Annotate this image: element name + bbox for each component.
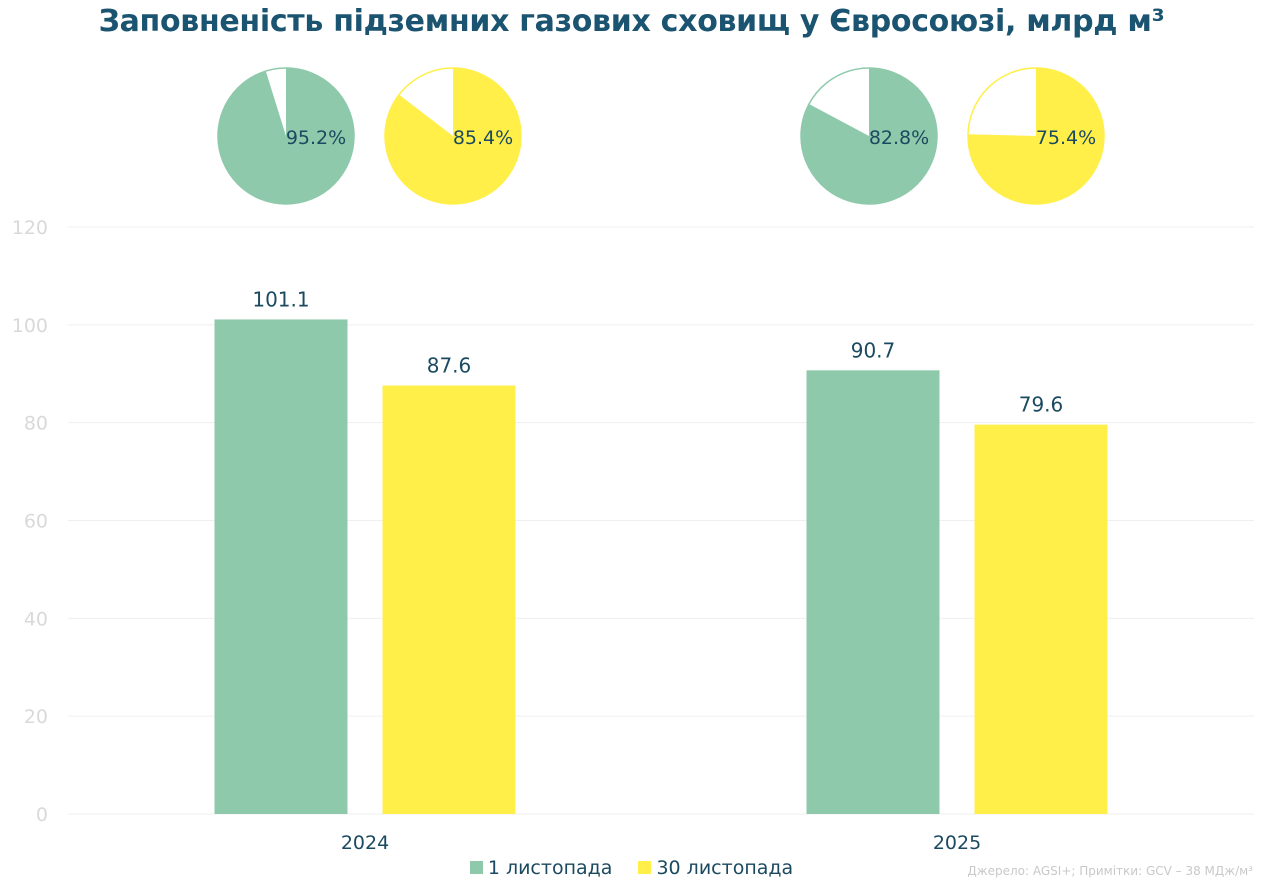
bar-2024-series-1: [214, 319, 348, 814]
pie-charts: [217, 67, 1105, 205]
legend-swatch-series-2: [638, 861, 652, 874]
x-tick-label-2025: 2025: [933, 832, 981, 854]
pie-slice-2024-series-2: [385, 68, 522, 204]
bar-2025-series-1: [806, 370, 940, 814]
y-tick-label-60: 60: [24, 511, 48, 533]
y-tick-label-80: 80: [24, 413, 48, 435]
pie-2025-series-1: [800, 67, 938, 205]
pie-slice-2025-series-2: [967, 68, 1104, 204]
bar-value-label-2025-series-1: 90.7: [851, 338, 896, 362]
legend-label-series-2: 30 листопада: [656, 857, 794, 879]
pie-value-label-2024-series-1: 95.2%: [286, 127, 346, 149]
bar-2024-series-2: [382, 385, 516, 814]
legend: 1 листопада 30 листопада: [0, 857, 1263, 879]
bar-value-label-2025-series-2: 79.6: [1019, 393, 1064, 417]
chart-title: Заповненість підземних газових сховищ у …: [98, 4, 1165, 39]
source-note: Джерело: AGSI+; Примітки: GCV – 38 МДж/м…: [967, 864, 1253, 878]
bar-2025-series-2: [974, 424, 1108, 814]
legend-item-series-1: 1 листопада: [469, 857, 613, 879]
legend-swatch-series-1: [469, 861, 483, 874]
pie-value-label-2025-series-1: 82.8%: [869, 127, 929, 149]
pie-value-label-2024-series-2: 85.4%: [453, 127, 513, 149]
y-tick-label-120: 120: [12, 217, 48, 239]
labels: 0 20 40 60 80 100 120 101.1 87.6 2024 90.7 79.6 2025…: [12, 127, 1096, 854]
legend-label-series-1: 1 листопада: [487, 857, 613, 879]
bars: [214, 319, 1108, 814]
pie-value-label-2025-series-2: 75.4%: [1036, 127, 1096, 149]
bar-value-label-2024-series-2: 87.6: [427, 353, 472, 377]
bar-value-label-2024-series-1: 101.1: [252, 287, 309, 311]
legend-item-series-2: 30 листопада: [638, 857, 793, 879]
pie-2024-series-2: [384, 67, 522, 205]
pie-slice-2024-series-1: [218, 68, 355, 205]
x-tick-label-2024: 2024: [341, 832, 389, 854]
y-tick-label-40: 40: [24, 608, 48, 630]
y-tick-label-0: 0: [36, 804, 48, 826]
y-tick-label-20: 20: [24, 706, 48, 728]
pie-slice-2025-series-1: [800, 68, 937, 205]
y-tick-label-100: 100: [12, 315, 48, 337]
pie-2025-series-2: [967, 67, 1105, 205]
pie-2024-series-1: [217, 67, 355, 205]
